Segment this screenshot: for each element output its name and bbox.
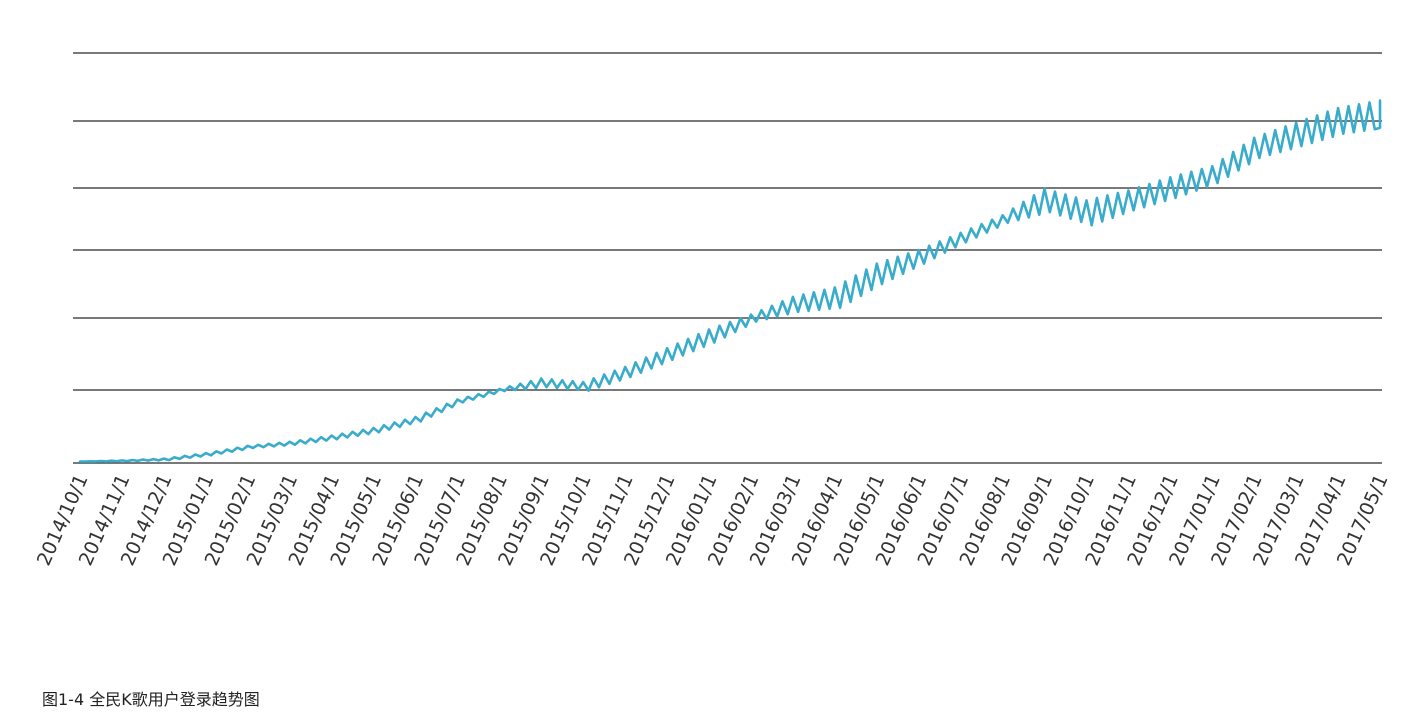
figure-caption: 图1-4 全民K歌用户登录趋势图 (42, 690, 260, 709)
gridlines (73, 52, 1382, 464)
x-axis-tick-labels: 2014/10/12014/11/12014/12/12015/01/12015… (33, 471, 1393, 569)
series-line (78, 99, 1382, 463)
